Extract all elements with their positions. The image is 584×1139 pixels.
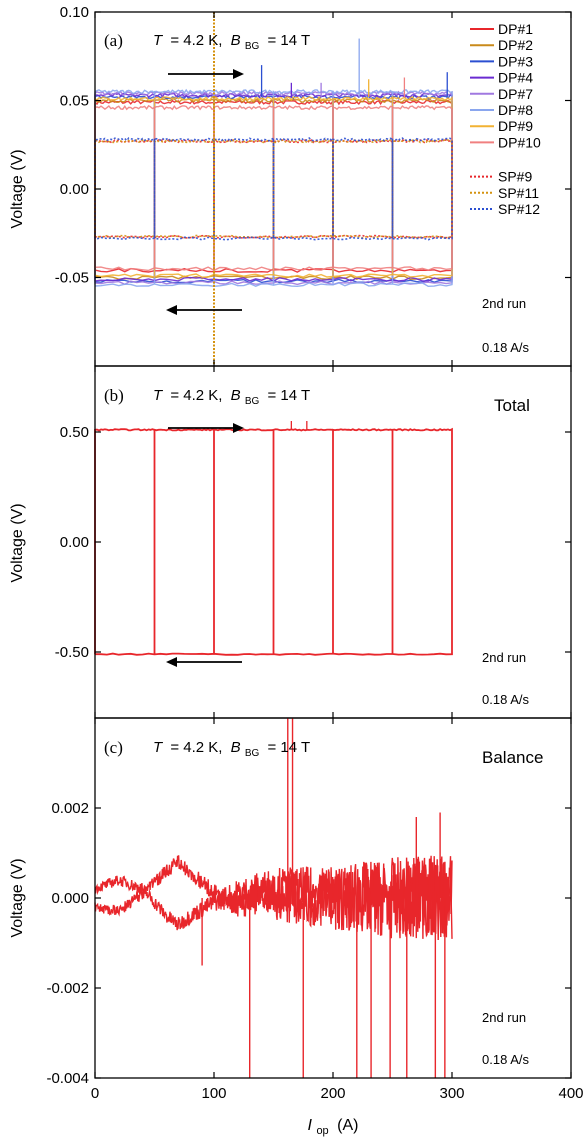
series-line-dp1 bbox=[94, 98, 453, 273]
series-line-sp12 bbox=[94, 136, 453, 241]
y-tick-label: 0.00 bbox=[60, 181, 89, 198]
condition-t-symbol: T bbox=[153, 387, 164, 404]
run-label-b: 2nd run bbox=[482, 650, 526, 665]
legend-label: DP#1 bbox=[498, 21, 533, 37]
condition-b-value: = 14 T bbox=[267, 32, 310, 49]
run-label-a: 2nd run bbox=[482, 296, 526, 311]
plot-area-c bbox=[94, 718, 453, 1078]
x-ticks-b bbox=[94, 366, 572, 718]
y-tick-label: -0.50 bbox=[55, 644, 89, 661]
run-label-c: 2nd run bbox=[482, 1010, 526, 1025]
condition-b-symbol: B bbox=[231, 739, 241, 756]
panel-b: -0.50 0.00 0.50 (b) T = 4.2 K, B BG = 14 T… bbox=[9, 365, 572, 719]
legend-label: DP#2 bbox=[498, 37, 533, 53]
rate-label-b: 0.18 A/s bbox=[482, 692, 529, 707]
condition-a: T = 4.2 K, B BG = 14 T bbox=[153, 32, 310, 53]
series-line-dp8 bbox=[94, 88, 453, 288]
x-tick-label: 400 bbox=[558, 1085, 583, 1102]
legend-label: SP#11 bbox=[498, 185, 539, 201]
x-tick-label: 0 bbox=[91, 1085, 99, 1102]
x-ticks-a bbox=[94, 12, 572, 366]
condition-b-sub: BG bbox=[245, 396, 260, 407]
y-tick-label: 0.05 bbox=[60, 93, 89, 110]
forward-arrow-b bbox=[168, 423, 244, 433]
condition-b-sub: BG bbox=[245, 41, 260, 52]
panel-c: -0.004 -0.002 0.000 0.002 0 100 200 300 400 (c)… bbox=[9, 717, 584, 1138]
condition-b-value: = 14 T bbox=[267, 739, 310, 756]
condition-t-symbol: T bbox=[153, 739, 164, 756]
legend-label: DP#4 bbox=[498, 70, 533, 86]
panel-letter-a: (a) bbox=[104, 31, 123, 50]
x-axis-title-symbol: I bbox=[308, 1117, 313, 1134]
y-tick-label: 0.000 bbox=[51, 890, 89, 907]
y-tick-label: -0.002 bbox=[46, 980, 89, 997]
series-line-balance-reverse bbox=[94, 855, 453, 939]
condition-t-value: = 4.2 K, bbox=[170, 32, 222, 49]
legend-label: DP#9 bbox=[498, 118, 533, 134]
panel-note-b: Total bbox=[494, 396, 530, 415]
condition-b: T = 4.2 K, B BG = 14 T bbox=[153, 387, 310, 408]
legend-label: DP#7 bbox=[498, 86, 533, 102]
x-tick-label: 200 bbox=[320, 1085, 345, 1102]
panel-letter-c: (c) bbox=[104, 738, 123, 757]
reverse-arrow-b bbox=[166, 657, 242, 667]
legend-label: SP#9 bbox=[498, 169, 532, 185]
series-line-dp4 bbox=[94, 92, 453, 282]
y-axis-title-c: Voltage (V) bbox=[9, 858, 26, 937]
forward-arrow-a bbox=[168, 69, 244, 79]
y-ticks-b: -0.50 0.00 0.50 bbox=[55, 424, 571, 661]
plot-area-b bbox=[94, 421, 453, 656]
x-tick-label: 300 bbox=[439, 1085, 464, 1102]
x-axis-title-unit: (A) bbox=[337, 1117, 358, 1134]
condition-b-symbol: B bbox=[231, 32, 241, 49]
condition-t-value: = 4.2 K, bbox=[170, 387, 222, 404]
y-axis-title-a: Voltage (V) bbox=[9, 149, 26, 228]
plot-area-a bbox=[94, 12, 453, 366]
reverse-arrow-a bbox=[166, 305, 242, 315]
rate-label-a: 0.18 A/s bbox=[482, 340, 529, 355]
condition-t-value: = 4.2 K, bbox=[170, 739, 222, 756]
series-line-sp9 bbox=[94, 138, 453, 239]
y-ticks-a: -0.05 0.00 0.05 0.10 bbox=[55, 4, 571, 287]
x-axis-title: I op (A) bbox=[308, 1117, 359, 1138]
x-tick-label: 100 bbox=[201, 1085, 226, 1102]
x-ticks-c: 0 100 200 300 400 bbox=[91, 718, 584, 1102]
legend-label: DP#3 bbox=[498, 53, 533, 69]
condition-b-value: = 14 T bbox=[267, 387, 310, 404]
y-tick-label: 0.50 bbox=[60, 424, 89, 441]
rate-label-c: 0.18 A/s bbox=[482, 1052, 529, 1067]
series-line-total bbox=[94, 427, 453, 656]
y-tick-label: 0.00 bbox=[60, 534, 89, 551]
series-line-dp7 bbox=[94, 90, 453, 286]
y-tick-label: 0.002 bbox=[51, 800, 89, 817]
condition-b-symbol: B bbox=[231, 387, 241, 404]
panel-note-c: Balance bbox=[482, 748, 543, 767]
y-tick-label: -0.004 bbox=[46, 1070, 89, 1087]
y-axis-title-b: Voltage (V) bbox=[9, 503, 26, 582]
x-axis-title-sub: op bbox=[316, 1125, 328, 1137]
panel-letter-b: (b) bbox=[104, 386, 124, 405]
y-tick-label: 0.10 bbox=[60, 4, 89, 21]
condition-t-symbol: T bbox=[153, 32, 164, 49]
legend-a: DP#1DP#2DP#3DP#4DP#7DP#8DP#9DP#10SP#9SP#… bbox=[470, 21, 541, 217]
condition-b-sub: BG bbox=[245, 748, 260, 759]
panel-a: -0.05 0.00 0.05 0.10 (a) T = 4.2 K, B BG = … bbox=[9, 4, 572, 367]
y-tick-label: -0.05 bbox=[55, 270, 89, 287]
series-line-dp3 bbox=[94, 93, 453, 284]
condition-c: T = 4.2 K, B BG = 14 T bbox=[153, 739, 310, 760]
series-line-dp9 bbox=[94, 95, 453, 278]
legend-label: DP#10 bbox=[498, 134, 541, 150]
legend-label: SP#12 bbox=[498, 201, 540, 217]
series-line-dp10 bbox=[94, 104, 453, 272]
y-ticks-c: -0.004 -0.002 0.000 0.002 bbox=[46, 800, 571, 1087]
legend-label: DP#8 bbox=[498, 102, 533, 118]
